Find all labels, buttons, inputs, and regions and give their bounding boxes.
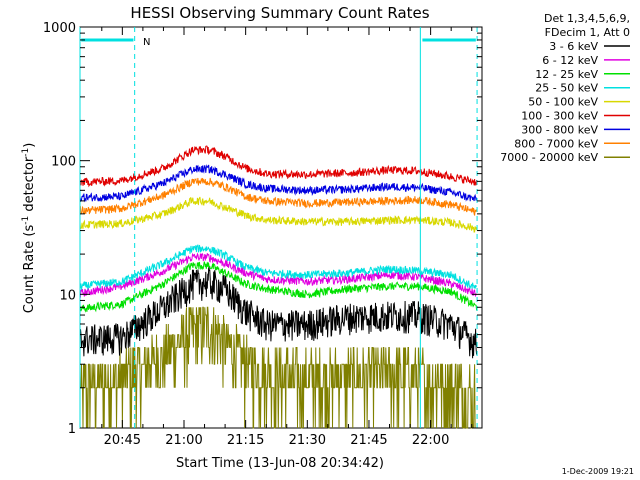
y-tick-label: 100 xyxy=(51,155,76,170)
series-line xyxy=(79,196,478,233)
x-tick-label: 21:00 xyxy=(165,433,202,448)
y-tick-label: 10 xyxy=(59,288,76,303)
x-tick-label: 21:15 xyxy=(227,433,264,448)
x-tick-label: 21:45 xyxy=(350,433,387,448)
series-line xyxy=(79,145,478,188)
legend-header-line-2: FDecim 1, Att 0 xyxy=(545,26,630,39)
legend: Det 1,3,4,5,6,9, FDecim 1, Att 0 3 - 6 k… xyxy=(500,12,630,164)
legend-item-label: 12 - 25 keV xyxy=(535,68,598,81)
x-axis-ticks: 20:45 21:00 21:15 21:30 21:45 22:00 xyxy=(101,27,473,448)
legend-header-line-1: Det 1,3,4,5,6,9, xyxy=(544,12,630,25)
legend-item-label: 50 - 100 keV xyxy=(528,96,598,109)
legend-item-label: 3 - 6 keV xyxy=(549,40,598,53)
chart-title: HESSI Observing Summary Count Rates xyxy=(130,4,429,22)
y-axis-label: Count Rate (s-1 detector-1) xyxy=(21,143,37,314)
x-tick-label: 22:00 xyxy=(412,433,449,448)
y-axis-ticks: 1 10 100 1000 xyxy=(43,21,482,437)
legend-item-label: 800 - 7000 keV xyxy=(514,137,598,150)
x-tick-label: 21:30 xyxy=(289,433,326,448)
series-line xyxy=(79,252,477,299)
y-tick-label: 1000 xyxy=(43,21,76,36)
series-line xyxy=(79,164,478,203)
series-lines xyxy=(79,145,478,429)
legend-item-label: 25 - 50 keV xyxy=(535,82,598,95)
x-axis-label: Start Time (13-Jun-08 20:34:42) xyxy=(176,456,384,471)
legend-item-label: 7000 - 20000 keV xyxy=(500,151,598,164)
series-line xyxy=(79,177,478,216)
y-tick-label: 1 xyxy=(68,422,76,437)
marker-label: N xyxy=(143,37,150,48)
series-line xyxy=(79,244,478,290)
vertical-markers xyxy=(79,27,478,428)
legend-item-label: 100 - 300 keV xyxy=(521,110,598,123)
series-line xyxy=(79,267,478,359)
legend-item-label: 6 - 12 keV xyxy=(542,54,598,67)
x-tick-label: 20:45 xyxy=(104,433,141,448)
footer-date: 1-Dec-2009 19:21 xyxy=(562,467,634,476)
series-line xyxy=(79,261,478,313)
legend-item-label: 300 - 800 keV xyxy=(521,123,598,136)
